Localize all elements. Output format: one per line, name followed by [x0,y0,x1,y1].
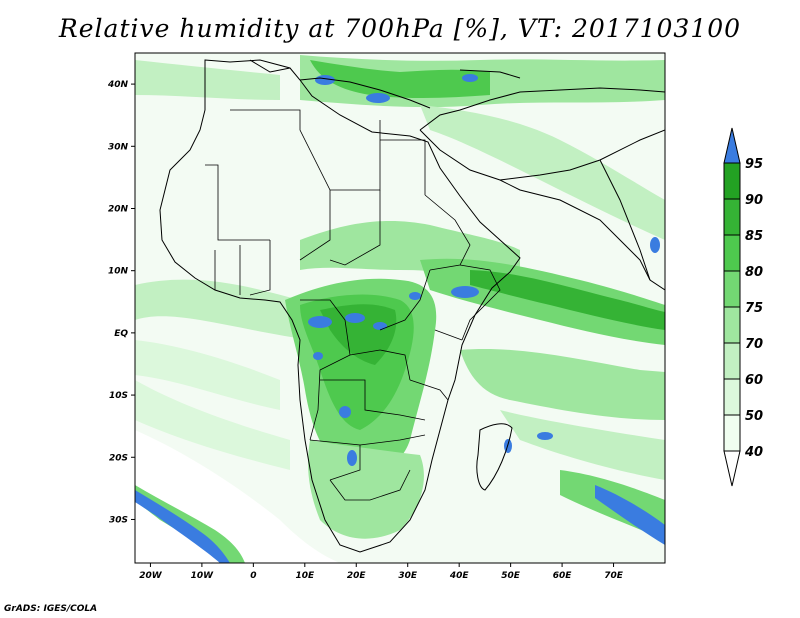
lon-tick-label: 20E [347,571,367,581]
colorbar-top-arrow [723,127,741,164]
lon-tick-label: 60E [553,571,573,581]
humidity-field [135,53,665,563]
lat-tick-label: 20S [109,453,128,463]
lat-tick-label: 40N [107,80,129,90]
colorbar: 95 90 85 80 75 70 60 50 40 [723,127,763,487]
lat-tick-label: 30S [109,515,128,525]
lat-tick-label: 10N [108,267,129,277]
coastlines [159,59,665,553]
credit-text: GrADS: IGES/COLA [4,604,98,614]
colorbar-segment [723,198,741,236]
colorbar-segment [723,342,741,380]
colorbar-label: 90 [745,193,763,208]
colorbar-label: 80 [745,265,763,280]
colorbar-label: 75 [745,301,763,316]
colorbar-segment [723,306,741,344]
lon-tick-label: 0 [250,571,256,581]
colorbar-label: 50 [745,409,763,424]
colorbar-segment [723,378,741,416]
lon-tick-label: 50E [501,571,521,581]
plot-frame [134,52,666,564]
lon-tick-label: 10E [295,571,315,581]
lat-tick-label: 20N [108,204,129,214]
colorbar-segment [723,162,741,200]
colorbar-label: 85 [745,229,763,244]
country-borders [205,109,501,501]
colorbar-segment [723,270,741,308]
latitude-ticks: 40N 30N 20N 10N EQ 10S 20S 30S [107,80,135,525]
colorbar-segment [723,414,741,452]
lon-tick-label: 70E [604,571,624,581]
lat-tick-label: 30N [108,142,129,152]
lon-tick-label: 10W [191,571,215,581]
lon-tick-label: 20W [139,571,163,581]
colorbar-label: 70 [745,337,763,352]
lon-tick-label: 30E [398,571,418,581]
colorbar-label: 40 [744,445,763,460]
lat-tick-label: 10S [109,391,128,401]
colorbar-bottom-arrow [723,450,741,487]
lat-tick-label: EQ [114,329,128,339]
chart-title: Relative humidity at 700hPa [%], VT: 201… [58,14,742,43]
lon-tick-label: 40E [449,571,470,581]
colorbar-label: 95 [745,157,763,172]
colorbar-label: 60 [745,373,763,388]
longitude-ticks: 20W 10W 0 10E 20E 30E 40E 50E 60E 70E [139,563,624,581]
colorbar-segment [723,234,741,272]
